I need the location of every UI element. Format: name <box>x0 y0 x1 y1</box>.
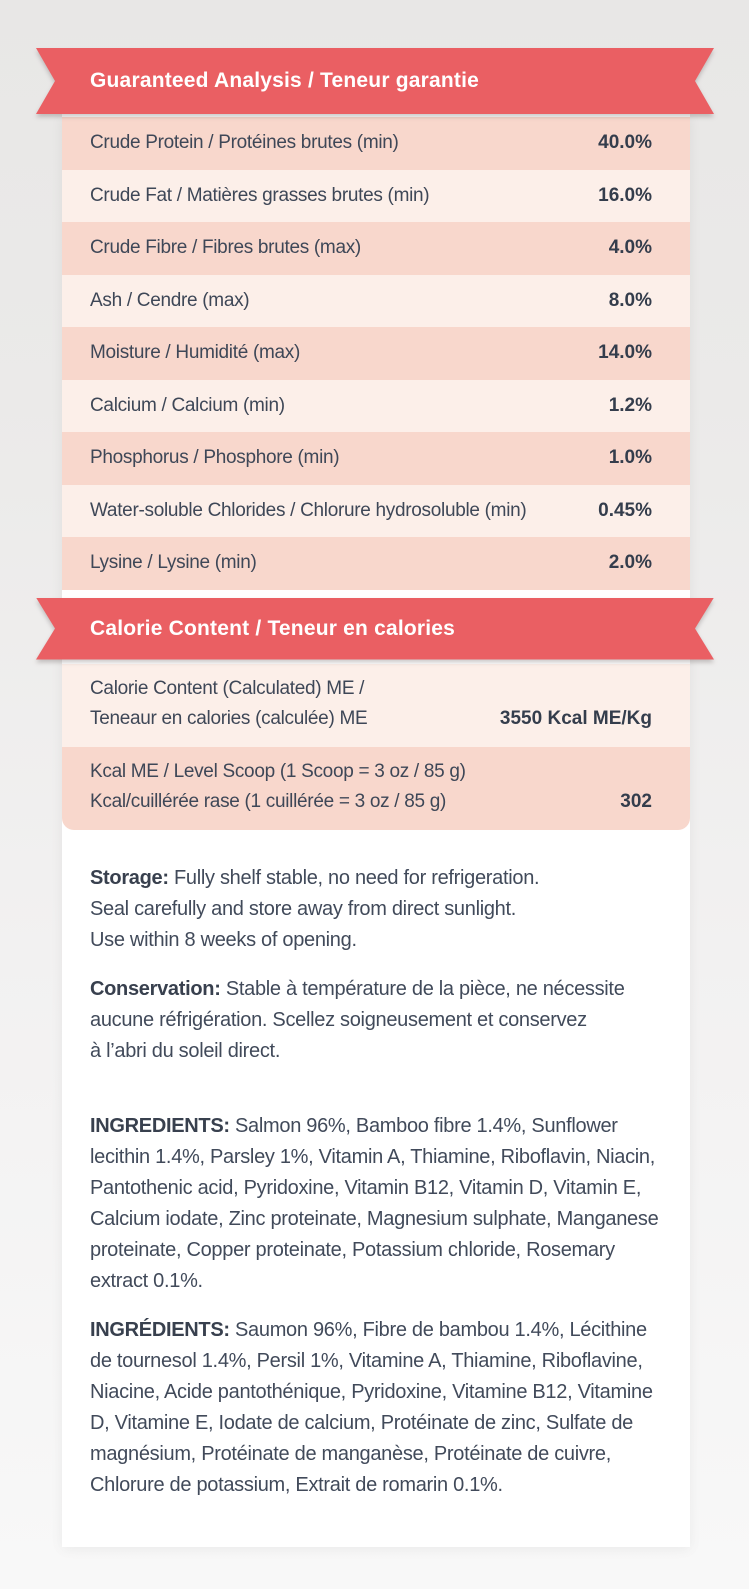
calorie-row-value: 302 <box>620 790 652 812</box>
analysis-row-value: 1.2% <box>608 394 652 416</box>
analysis-row-value: 0.45% <box>598 499 652 521</box>
analysis-row-value: 8.0% <box>608 289 652 311</box>
analysis-row-ash: Ash / Cendre (max) 8.0% <box>62 274 690 327</box>
analysis-row-phosphorus: Phosphorus / Phosphore (min) 1.0% <box>62 432 690 485</box>
calorie-row-scoop: Kcal ME / Level Scoop (1 Scoop = 3 oz / … <box>62 746 690 830</box>
analysis-row-moisture: Moisture / Humidité (max) 14.0% <box>62 327 690 380</box>
calorie-row-me: Calorie Content (Calculated) ME / Teneau… <box>62 663 690 747</box>
analysis-row-label: Moisture / Humidité (max) <box>90 342 300 364</box>
label-content: Guaranteed Analysis / Teneur garantie Cr… <box>0 0 749 1501</box>
analysis-row-calcium: Calcium / Calcium (min) 1.2% <box>62 379 690 432</box>
guaranteed-analysis-ribbon: Guaranteed Analysis / Teneur garantie <box>36 0 714 114</box>
analysis-row-label: Crude Fibre / Fibres brutes (max) <box>90 237 361 259</box>
info-paragraphs: Storage: Fully shelf stable, no need for… <box>90 863 662 1501</box>
ingredients-label-en: INGREDIENTS: <box>90 1114 230 1137</box>
analysis-row-value: 1.0% <box>608 447 652 469</box>
storage-label-en: Storage: <box>90 866 169 889</box>
analysis-table: Crude Protein / Protéines brutes (min) 4… <box>62 117 690 590</box>
storage-paragraph-fr: Conservation: Stable à température de la… <box>90 977 625 1062</box>
calorie-table: Calorie Content (Calculated) ME / Teneau… <box>62 663 690 830</box>
calorie-content-ribbon: Calorie Content / Teneur en calories <box>36 598 714 660</box>
analysis-row-label: Crude Fat / Matières grasses brutes (min… <box>90 184 430 206</box>
analysis-row-chlorides: Water-soluble Chlorides / Chlorure hydro… <box>62 484 690 537</box>
analysis-row-crude-fat: Crude Fat / Matières grasses brutes (min… <box>62 169 690 222</box>
analysis-row-value: 40.0% <box>598 132 652 154</box>
calorie-content-title: Calorie Content / Teneur en calories <box>90 616 456 640</box>
calorie-row-value: 3550 Kcal ME/Kg <box>499 707 652 729</box>
ingredients-paragraph-en: INGREDIENTS: Salmon 96%, Bamboo fibre 1.… <box>90 1114 659 1292</box>
analysis-row-label: Water-soluble Chlorides / Chlorure hydro… <box>90 499 527 521</box>
analysis-row-label: Lysine / Lysine (min) <box>90 552 257 574</box>
calorie-row-label: Calorie Content (Calculated) ME / Teneau… <box>90 677 368 729</box>
ingredients-label-fr: INGRÉDIENTS: <box>90 1318 230 1341</box>
storage-paragraph-en: Storage: Fully shelf stable, no need for… <box>90 866 540 951</box>
calorie-row-label: Kcal ME / Level Scoop (1 Scoop = 3 oz / … <box>90 760 466 812</box>
analysis-row-value: 16.0% <box>598 184 652 206</box>
analysis-row-value: 4.0% <box>608 237 652 259</box>
analysis-row-lysine: Lysine / Lysine (min) 2.0% <box>62 537 690 590</box>
analysis-row-value: 14.0% <box>598 342 652 364</box>
analysis-row-label: Crude Protein / Protéines brutes (min) <box>90 132 399 154</box>
analysis-row-value: 2.0% <box>608 552 652 574</box>
analysis-row-crude-fibre: Crude Fibre / Fibres brutes (max) 4.0% <box>62 222 690 275</box>
guaranteed-analysis-title: Guaranteed Analysis / Teneur garantie <box>90 69 480 92</box>
analysis-row-label: Phosphorus / Phosphore (min) <box>90 447 340 469</box>
analysis-row-crude-protein: Crude Protein / Protéines brutes (min) 4… <box>62 117 690 170</box>
analysis-row-label: Ash / Cendre (max) <box>90 289 250 311</box>
analysis-row-label: Calcium / Calcium (min) <box>90 394 285 416</box>
ingredients-paragraph-fr: INGRÉDIENTS: Saumon 96%, Fibre de bambou… <box>90 1318 653 1496</box>
storage-label-fr: Conservation: <box>90 977 221 1000</box>
